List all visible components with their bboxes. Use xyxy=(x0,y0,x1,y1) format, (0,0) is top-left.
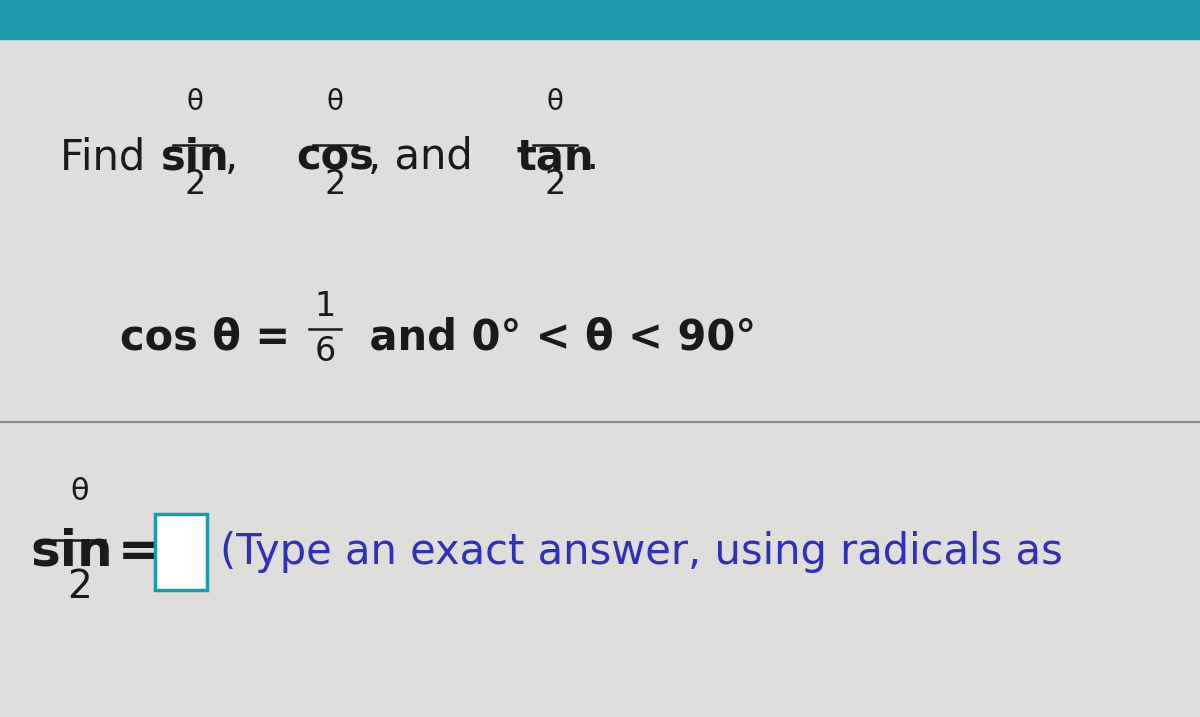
Text: 2: 2 xyxy=(67,568,92,606)
Text: cos: cos xyxy=(296,136,374,178)
Text: tan: tan xyxy=(516,136,594,178)
Text: θ: θ xyxy=(71,478,89,506)
Text: 2: 2 xyxy=(545,168,565,201)
Text: (Type an exact answer, using radicals as: (Type an exact answer, using radicals as xyxy=(220,531,1063,573)
Bar xyxy=(0,0,1200,39)
Text: sin: sin xyxy=(30,528,113,576)
Text: , and: , and xyxy=(368,136,473,178)
Text: Find: Find xyxy=(60,136,158,178)
Text: and 0° < θ < 90°: and 0° < θ < 90° xyxy=(355,316,756,358)
Text: sin: sin xyxy=(161,136,229,178)
Text: θ: θ xyxy=(186,88,204,116)
Text: 6: 6 xyxy=(314,335,336,368)
Text: cos θ =: cos θ = xyxy=(120,316,305,358)
FancyBboxPatch shape xyxy=(155,514,208,590)
Text: =: = xyxy=(118,528,160,576)
Text: θ: θ xyxy=(546,88,564,116)
Text: .: . xyxy=(586,136,599,178)
Text: 1: 1 xyxy=(314,290,336,323)
Text: 2: 2 xyxy=(185,168,205,201)
Text: θ: θ xyxy=(326,88,343,116)
Text: 2: 2 xyxy=(324,168,346,201)
Text: ,: , xyxy=(226,136,239,178)
